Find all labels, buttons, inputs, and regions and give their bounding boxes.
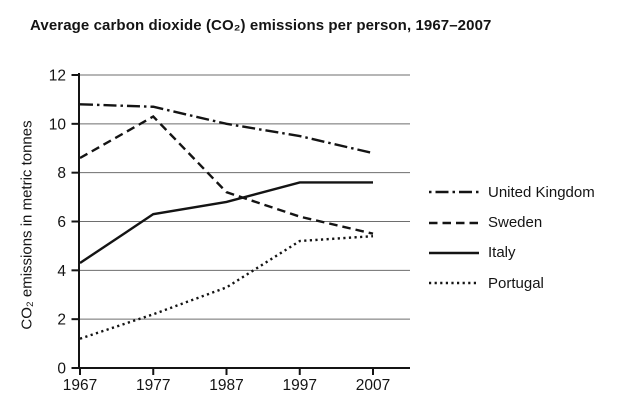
chart-title: Average carbon dioxide (CO₂) emissions p…	[30, 17, 492, 34]
legend: United Kingdom Sweden Italy Portugal	[429, 177, 595, 299]
x-tick-label-1997: 1997	[283, 377, 317, 394]
legend-line-sample-dashed	[429, 221, 479, 224]
y-tick-label-0: 0	[57, 361, 66, 378]
series-line-italy	[79, 181, 373, 265]
legend-label: Portugal	[488, 274, 544, 292]
x-tick-label-2007: 2007	[356, 377, 390, 394]
legend-item-italy: Italy	[429, 238, 595, 268]
legend-label: United Kingdom	[488, 183, 595, 201]
legend-label: Italy	[488, 244, 516, 262]
legend-item-sweden: Sweden	[429, 207, 595, 237]
legend-line-sample-solid	[429, 251, 479, 255]
series-line-sweden	[79, 115, 374, 235]
y-tick-label-6: 6	[57, 214, 66, 231]
x-tick-label-1977: 1977	[136, 377, 170, 394]
y-tick-label-2: 2	[57, 312, 66, 329]
y-tick-label-4: 4	[57, 263, 66, 280]
legend-line-sample-dashdot	[429, 190, 479, 194]
y-tick-label-8: 8	[57, 165, 66, 182]
legend-item-united-kingdom: United Kingdom	[429, 177, 595, 207]
series-line-portugal	[79, 234, 374, 340]
x-tick-label-1967: 1967	[63, 377, 97, 394]
series-line-united-kingdom	[79, 103, 374, 155]
y-tick-label-12: 12	[49, 68, 66, 85]
legend-label: Sweden	[488, 214, 543, 232]
legend-line-sample-dotted	[429, 282, 479, 285]
y-tick-label-10: 10	[49, 116, 67, 133]
legend-item-portugal: Portugal	[429, 268, 595, 298]
x-tick-label-1987: 1987	[209, 377, 243, 394]
